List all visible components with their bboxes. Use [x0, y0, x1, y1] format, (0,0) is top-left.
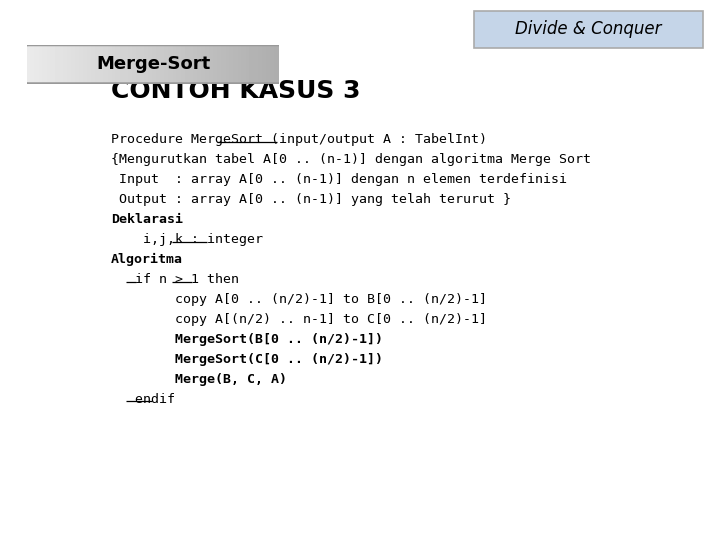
Text: Procedure MergeSort (input/output A : TabelInt): Procedure MergeSort (input/output A : Ta… [111, 133, 487, 146]
Text: copy A[(n/2) .. n-1] to C[0 .. (n/2)-1]: copy A[(n/2) .. n-1] to C[0 .. (n/2)-1] [111, 313, 487, 326]
Text: Merge(B, C, A): Merge(B, C, A) [111, 373, 287, 386]
Text: Deklarasi: Deklarasi [111, 213, 183, 226]
Text: Algoritma: Algoritma [111, 253, 183, 266]
Text: if n > 1 then: if n > 1 then [111, 273, 239, 286]
Text: Input  : array A[0 .. (n-1)] dengan n elemen terdefinisi: Input : array A[0 .. (n-1)] dengan n ele… [111, 173, 567, 186]
Text: Merge-Sort: Merge-Sort [96, 55, 210, 73]
Text: copy A[0 .. (n/2)-1] to B[0 .. (n/2)-1]: copy A[0 .. (n/2)-1] to B[0 .. (n/2)-1] [111, 293, 487, 306]
FancyBboxPatch shape [474, 11, 703, 48]
Text: endif: endif [111, 393, 175, 406]
Text: CONTOH KASUS 3: CONTOH KASUS 3 [111, 79, 361, 103]
Text: Divide & Conquer: Divide & Conquer [516, 21, 662, 38]
Text: {Mengurutkan tabel A[0 .. (n-1)] dengan algoritma Merge Sort: {Mengurutkan tabel A[0 .. (n-1)] dengan … [111, 153, 591, 166]
Text: MergeSort(C[0 .. (n/2)-1]): MergeSort(C[0 .. (n/2)-1]) [111, 353, 383, 366]
Text: MergeSort(B[0 .. (n/2)-1]): MergeSort(B[0 .. (n/2)-1]) [111, 333, 383, 346]
Text: i,j,k : integer: i,j,k : integer [111, 233, 264, 246]
Text: Output : array A[0 .. (n-1)] yang telah terurut }: Output : array A[0 .. (n-1)] yang telah … [111, 193, 511, 206]
